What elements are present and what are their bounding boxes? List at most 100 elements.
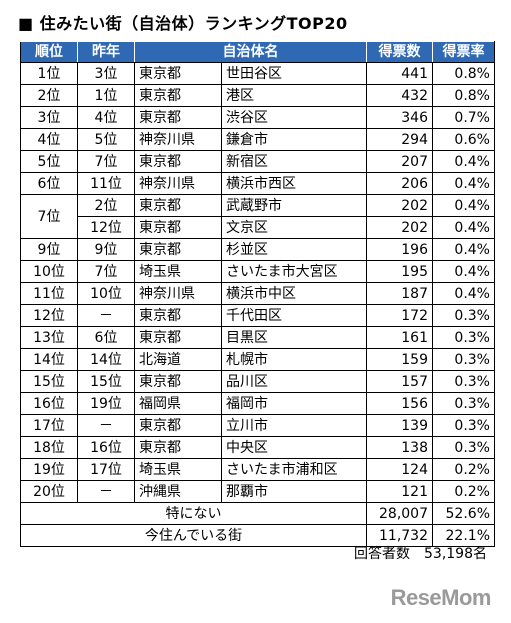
rank-cell: 15位 [20,370,78,393]
prefecture-cell: 東京都 [134,436,222,459]
respondent-label: 回答者数 [354,546,410,562]
header-rank: 順位 [20,41,78,63]
share-cell: 0.4% [432,238,495,261]
table-row: 1位 3位 東京都 世田谷区 441 0.8% [20,62,495,85]
share-cell: 0.3% [432,392,495,415]
rank-cell: 20位 [20,480,78,503]
summary-share: 52.6% [432,502,495,525]
share-cell: 0.4% [432,172,495,195]
votes-cell: 202 [366,194,433,217]
header-votes: 得票数 [366,41,433,63]
prefecture-cell: 埼玉県 [134,260,222,283]
last-year-cell: 7位 [77,260,135,283]
votes-cell: 441 [366,62,433,85]
rank-cell: 19位 [20,458,78,481]
prefecture-cell: 神奈川県 [134,282,222,305]
last-year-cell: 6位 [77,326,135,349]
title-text: 住みたい街（自治体）ランキングTOP20 [39,14,348,33]
table-row: 20位－沖縄県 那覇市 121 0.2% [20,480,495,503]
respondent-count: 回答者数 53,198名 [354,543,487,563]
rank-cell: 14位 [20,348,78,371]
summary-row: 今住んでいる街 11,732 22.1% [20,524,495,547]
rank-cell: 3位 [20,106,78,129]
table-row: 6位 11位 神奈川県 横浜市西区 206 0.4% [20,172,495,195]
rank-cell: 16位 [20,392,78,415]
share-cell: 0.3% [432,326,495,349]
share-cell: 0.3% [432,414,495,437]
votes-cell: 196 [366,238,433,261]
votes-cell: 161 [366,326,433,349]
city-cell: 那覇市 [221,480,367,503]
table-header-row: 順位 昨年 自治体名 得票数 得票率 [20,41,495,63]
prefecture-cell: 東京都 [134,370,222,393]
prefecture-cell: 東京都 [134,414,222,437]
city-cell: 千代田区 [221,304,367,327]
prefecture-cell: 東京都 [134,62,222,85]
summary-share: 22.1% [432,524,495,547]
city-cell: 横浜市中区 [221,282,367,305]
votes-cell: 157 [366,370,433,393]
votes-cell: 124 [366,458,433,481]
table-row: 15位 15位 東京都 品川区 157 0.3% [20,370,495,393]
resemom-logo: ReseMom [390,585,492,611]
last-year-cell: 12位 [77,216,135,239]
votes-cell: 207 [366,150,433,173]
city-cell: 札幌市 [221,348,367,371]
share-cell: 0.6% [432,128,495,151]
city-cell: 福岡市 [221,392,367,415]
table-row: 16位 19位 福岡県 福岡市 156 0.3% [20,392,495,415]
city-cell: 横浜市西区 [221,172,367,195]
last-year-cell: 11位 [77,172,135,195]
table-row: 3位 4位 東京都 渋谷区 346 0.7% [20,106,495,129]
share-cell: 0.4% [432,150,495,173]
prefecture-cell: 東京都 [134,84,222,107]
header-last-year: 昨年 [77,41,135,63]
city-cell: さいたま市浦和区 [221,458,367,481]
rank-cell: 4位 [20,128,78,151]
summary-votes: 28,007 [366,502,433,525]
votes-cell: 138 [366,436,433,459]
table-row: 10位 7位 埼玉県 さいたま市大宮区 195 0.4% [20,260,495,283]
last-year-cell: 16位 [77,436,135,459]
share-cell: 0.3% [432,304,495,327]
city-cell: 文京区 [221,216,367,239]
last-year-cell: － [77,304,135,327]
page-title: ■ 住みたい街（自治体）ランキングTOP20 [18,10,348,34]
rank-cell: 1位 [20,62,78,85]
city-cell: 武蔵野市 [221,194,367,217]
table-row: 18位 16位 東京都 中央区 138 0.3% [20,436,495,459]
votes-cell: 172 [366,304,433,327]
prefecture-cell: 東京都 [134,106,222,129]
rank-cell: 13位 [20,326,78,349]
prefecture-cell: 東京都 [134,150,222,173]
last-year-cell: 7位 [77,150,135,173]
table-row: 19位 17位 埼玉県 さいたま市浦和区 124 0.2% [20,458,495,481]
rank-cell: 5位 [20,150,78,173]
city-cell: 新宿区 [221,150,367,173]
city-cell: 目黒区 [221,326,367,349]
last-year-cell: 9位 [77,238,135,261]
share-cell: 0.4% [432,282,495,305]
table-row: 14位 14位 北海道 札幌市 159 0.3% [20,348,495,371]
votes-cell: 195 [366,260,433,283]
votes-cell: 156 [366,392,433,415]
rank-cell: 11位 [20,282,78,305]
last-year-cell: － [77,414,135,437]
votes-cell: 121 [366,480,433,503]
prefecture-cell: 神奈川県 [134,172,222,195]
share-cell: 0.7% [432,106,495,129]
city-cell: 杉並区 [221,238,367,261]
rank-cell: 7位 [20,194,78,239]
table-row: 2位 1位 東京都 港区 432 0.8% [20,84,495,107]
logo-text: ReseMom [390,585,492,610]
votes-cell: 187 [366,282,433,305]
table-row: 11位 10位 神奈川県 横浜市中区 187 0.4% [20,282,495,305]
table-row: 9位 9位 東京都 杉並区 196 0.4% [20,238,495,261]
votes-cell: 346 [366,106,433,129]
prefecture-cell: 埼玉県 [134,458,222,481]
share-cell: 0.4% [432,216,495,239]
table-row: 12位－東京都 千代田区 172 0.3% [20,304,495,327]
table-row: 12位 東京都 文京区 202 0.4% [21,216,495,239]
respondent-value: 53,198名 [424,546,487,562]
votes-cell: 139 [366,414,433,437]
